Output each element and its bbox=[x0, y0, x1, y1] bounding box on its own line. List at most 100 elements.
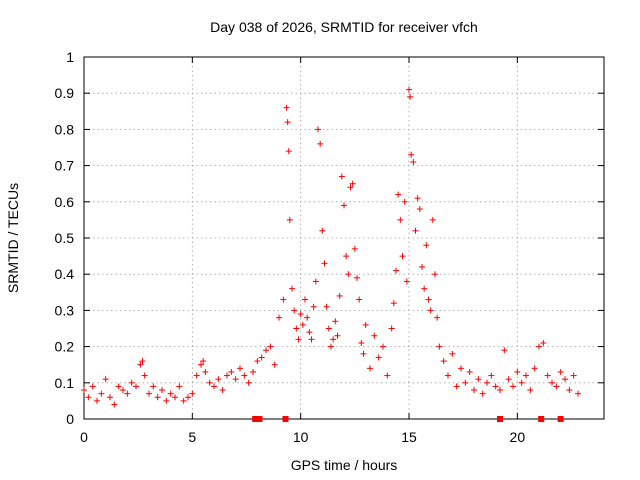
data-point bbox=[304, 314, 311, 321]
data-point bbox=[354, 274, 360, 281]
data-points bbox=[81, 86, 581, 408]
data-point bbox=[98, 390, 105, 397]
data-point bbox=[449, 350, 456, 357]
grid-lines bbox=[84, 57, 604, 419]
data-point bbox=[436, 343, 443, 350]
data-point bbox=[388, 325, 395, 332]
data-point bbox=[336, 292, 343, 299]
data-point bbox=[215, 376, 222, 383]
data-point bbox=[343, 253, 350, 260]
data-point bbox=[407, 93, 414, 100]
data-point bbox=[111, 401, 118, 408]
data-point bbox=[434, 314, 441, 321]
data-point bbox=[295, 336, 302, 343]
x-tick-label: 0 bbox=[80, 429, 88, 445]
data-point bbox=[185, 394, 191, 401]
data-point bbox=[146, 390, 152, 397]
gap-marker bbox=[252, 416, 259, 422]
data-point bbox=[280, 296, 287, 303]
data-point bbox=[133, 383, 139, 390]
data-point bbox=[403, 278, 410, 285]
y-tick-label: 0.5 bbox=[55, 230, 75, 246]
data-point bbox=[317, 140, 324, 147]
data-point bbox=[285, 148, 292, 155]
data-point bbox=[371, 332, 378, 339]
data-point bbox=[540, 339, 547, 346]
data-point bbox=[332, 318, 339, 325]
data-point bbox=[414, 195, 421, 202]
gap-marker bbox=[557, 416, 564, 422]
data-point bbox=[299, 321, 306, 328]
data-point bbox=[362, 321, 369, 328]
data-point bbox=[159, 387, 165, 394]
data-point bbox=[176, 383, 183, 390]
data-point bbox=[453, 383, 460, 390]
data-point bbox=[505, 376, 512, 383]
data-point bbox=[501, 347, 508, 354]
data-point bbox=[553, 383, 560, 390]
data-point bbox=[345, 271, 352, 278]
x-tick-label: 15 bbox=[401, 429, 417, 445]
data-point bbox=[466, 368, 473, 375]
data-point bbox=[419, 263, 425, 270]
data-point bbox=[462, 379, 469, 386]
data-point bbox=[527, 387, 534, 394]
data-point bbox=[128, 379, 135, 386]
data-point bbox=[267, 343, 274, 350]
data-point bbox=[258, 354, 265, 361]
data-point bbox=[306, 329, 313, 336]
data-point bbox=[375, 354, 382, 361]
data-point bbox=[139, 358, 146, 365]
data-point bbox=[367, 365, 373, 372]
data-point bbox=[328, 343, 334, 350]
data-point bbox=[323, 303, 330, 310]
data-point bbox=[562, 376, 568, 383]
data-point bbox=[107, 394, 113, 401]
data-point bbox=[241, 372, 248, 379]
data-point bbox=[254, 358, 261, 365]
data-point bbox=[310, 303, 317, 310]
data-point bbox=[390, 300, 397, 307]
data-point bbox=[291, 307, 298, 314]
gap-markers bbox=[252, 416, 564, 422]
data-point bbox=[150, 383, 157, 390]
data-point bbox=[341, 202, 347, 209]
data-point bbox=[458, 365, 464, 372]
data-point bbox=[319, 227, 326, 234]
data-point bbox=[308, 336, 315, 343]
data-point bbox=[154, 394, 161, 401]
x-axis-label: GPS time / hours bbox=[291, 457, 398, 473]
data-point bbox=[302, 296, 308, 303]
data-point bbox=[315, 126, 321, 133]
data-point bbox=[393, 267, 399, 274]
y-tick-label: 0.2 bbox=[55, 339, 75, 355]
y-axis-label: SRMTID / TECUs bbox=[5, 183, 21, 293]
data-point bbox=[81, 387, 87, 394]
data-point bbox=[228, 368, 235, 375]
data-point bbox=[219, 387, 226, 394]
data-point bbox=[356, 296, 363, 303]
data-point bbox=[276, 314, 282, 321]
data-point bbox=[120, 387, 126, 394]
data-point bbox=[163, 397, 170, 404]
data-point bbox=[284, 119, 291, 126]
data-point bbox=[566, 387, 573, 394]
y-tick-label: 0.4 bbox=[55, 266, 75, 282]
data-point bbox=[286, 216, 293, 223]
data-point bbox=[124, 390, 131, 397]
data-point bbox=[514, 368, 521, 375]
data-point bbox=[412, 227, 419, 234]
data-point bbox=[347, 184, 354, 191]
y-tick-label: 0.3 bbox=[55, 302, 75, 318]
data-point bbox=[263, 347, 269, 354]
data-point bbox=[172, 394, 178, 401]
data-point bbox=[141, 372, 148, 379]
data-point bbox=[200, 358, 207, 365]
data-point bbox=[271, 361, 278, 368]
data-point bbox=[360, 350, 367, 357]
data-point bbox=[479, 390, 486, 397]
data-point bbox=[293, 325, 300, 332]
data-point bbox=[432, 271, 438, 278]
data-point bbox=[289, 285, 295, 292]
